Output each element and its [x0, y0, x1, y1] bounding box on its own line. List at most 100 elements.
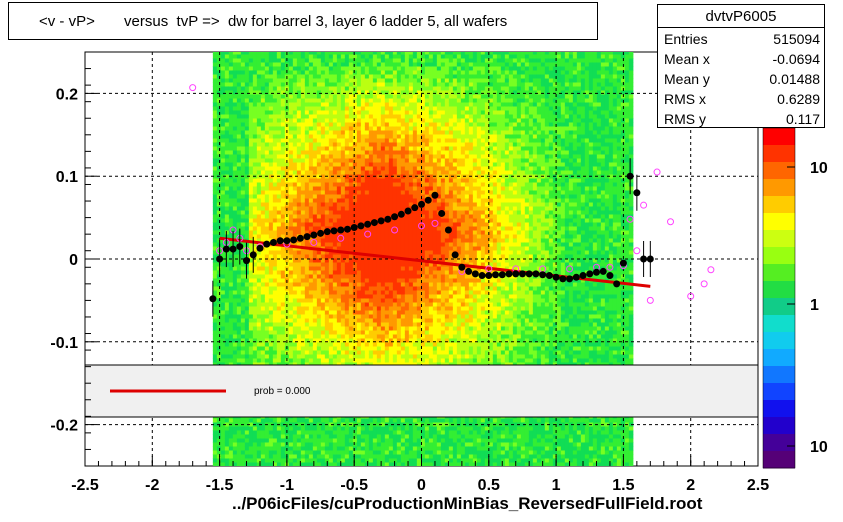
heat-cell: [248, 52, 254, 55]
heat-cell: [292, 194, 298, 199]
heat-cell: [264, 426, 270, 431]
heat-cell: [248, 110, 254, 115]
heat-cell: [340, 158, 346, 163]
heat-cell: [296, 282, 302, 287]
heat-cell: [404, 454, 410, 459]
heat-cell: [348, 86, 354, 91]
heat-cell: [284, 234, 290, 239]
heat-cell: [368, 174, 374, 179]
heat-cell: [228, 438, 234, 443]
heat-cell: [384, 362, 390, 367]
heat-cell: [380, 150, 386, 155]
heat-cell: [356, 462, 362, 466]
heat-cell: [336, 134, 342, 139]
heat-cell: [332, 54, 338, 59]
heat-cell: [304, 342, 310, 347]
heat-cell: [352, 354, 358, 359]
heat-cell: [360, 306, 366, 311]
heat-cell: [240, 62, 246, 67]
heat-cell: [368, 202, 374, 207]
heat-cell: [248, 158, 254, 163]
heat-cell: [384, 138, 390, 143]
heat-cell: [312, 242, 318, 247]
heat-cell: [320, 86, 326, 91]
heat-cell: [248, 178, 254, 183]
heat-cell: [252, 434, 258, 439]
heat-cell: [292, 290, 298, 295]
heat-cell: [388, 122, 394, 127]
heat-cell: [224, 310, 230, 315]
heat-cell: [288, 358, 294, 363]
heat-cell: [348, 446, 354, 451]
heat-cell: [256, 74, 262, 79]
heat-cell: [376, 430, 382, 435]
heat-cell: [344, 198, 350, 203]
heat-cell: [396, 306, 402, 311]
heat-cell: [360, 350, 366, 355]
heat-cell: [236, 454, 242, 459]
heat-cell: [340, 270, 346, 275]
heat-cell: [328, 70, 334, 75]
heat-cell: [252, 266, 258, 271]
heat-cell: [232, 166, 238, 171]
heat-cell: [380, 266, 386, 271]
heat-cell: [256, 318, 262, 323]
heat-cell: [312, 250, 318, 255]
heat-cell: [368, 142, 374, 147]
heat-cell: [376, 126, 382, 131]
heat-cell: [372, 318, 378, 323]
heat-cell: [252, 74, 258, 79]
heat-cell: [244, 170, 250, 175]
heat-cell: [292, 66, 298, 71]
heat-cell: [324, 90, 330, 95]
heat-cell: [256, 82, 262, 87]
heat-cell: [272, 258, 278, 263]
heat-cell: [244, 130, 250, 135]
heat-cell: [360, 450, 366, 455]
heat-cell: [316, 74, 322, 79]
heat-cell: [236, 282, 242, 287]
heat-cell: [236, 58, 242, 63]
heat-cell: [388, 118, 394, 123]
heat-cell: [256, 114, 262, 119]
heat-cell: [280, 346, 286, 351]
heat-cell: [288, 262, 294, 267]
heat-cell: [268, 86, 274, 91]
heat-cell: [316, 90, 322, 95]
heat-cell: [224, 342, 230, 347]
heat-cell: [360, 458, 366, 463]
heat-cell: [248, 194, 254, 199]
heat-cell: [356, 114, 362, 119]
heat-cell: [288, 350, 294, 355]
heat-cell: [244, 102, 250, 107]
heat-cell: [340, 182, 346, 187]
heat-cell: [372, 210, 378, 215]
heat-cell: [320, 286, 326, 291]
heat-cell: [364, 218, 370, 223]
heat-cell: [304, 54, 310, 59]
heat-cell: [240, 278, 246, 283]
heat-cell: [352, 94, 358, 99]
heat-cell: [276, 66, 282, 71]
heat-cell: [220, 346, 226, 351]
heat-cell: [388, 274, 394, 279]
heat-cell: [288, 70, 294, 75]
heat-cell: [228, 122, 234, 127]
heat-cell: [368, 242, 374, 247]
heat-cell: [252, 262, 258, 267]
heat-cell: [244, 302, 250, 307]
heat-cell: [260, 274, 266, 279]
heat-cell: [300, 162, 306, 167]
heat-cell: [396, 166, 402, 171]
heat-cell: [356, 310, 362, 315]
heat-cell: [392, 122, 398, 127]
heat-cell: [256, 306, 262, 311]
heat-cell: [300, 170, 306, 175]
heat-cell: [292, 210, 298, 215]
heat-cell: [296, 330, 302, 335]
heat-cell: [372, 234, 378, 239]
heat-cell: [244, 454, 250, 459]
heat-cell: [304, 274, 310, 279]
heat-cell: [256, 158, 262, 163]
heat-cell: [380, 454, 386, 459]
